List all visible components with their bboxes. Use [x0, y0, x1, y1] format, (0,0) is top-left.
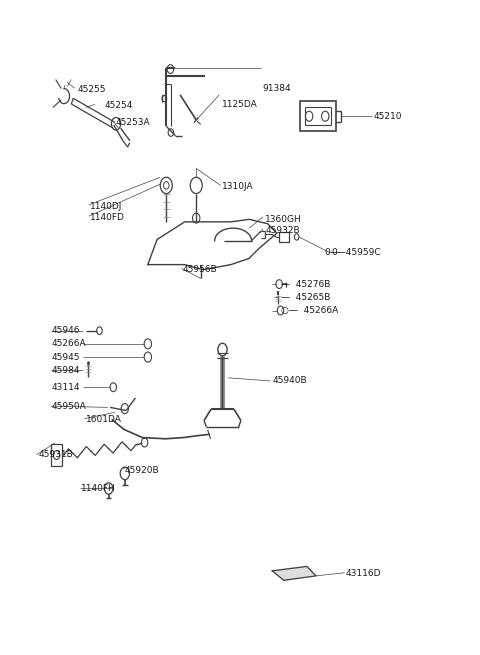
Text: 1310JA: 1310JA — [222, 182, 253, 191]
Text: —  45265B: — 45265B — [281, 293, 331, 302]
Text: 45932B: 45932B — [265, 226, 300, 235]
Text: 45940B: 45940B — [272, 377, 307, 385]
Text: 1140FH: 1140FH — [81, 484, 116, 493]
Text: 1601DA: 1601DA — [85, 415, 121, 424]
Text: 45984: 45984 — [52, 365, 81, 375]
Text: 43116D: 43116D — [346, 569, 382, 578]
Text: 45931B: 45931B — [38, 450, 73, 459]
Text: 45946: 45946 — [52, 326, 81, 335]
Text: 0—45959C: 0—45959C — [331, 248, 381, 257]
Text: 43114: 43114 — [52, 383, 81, 392]
Polygon shape — [272, 567, 316, 580]
Text: 45266A: 45266A — [52, 339, 86, 348]
Text: 1140DJ: 1140DJ — [90, 202, 122, 211]
Text: 45210: 45210 — [373, 113, 402, 121]
Text: 1360GH: 1360GH — [265, 215, 302, 224]
Text: 1125DA: 1125DA — [222, 100, 257, 109]
Text: 45254: 45254 — [104, 101, 132, 110]
Text: 45255: 45255 — [78, 85, 106, 94]
Text: 45253A: 45253A — [116, 118, 150, 127]
Text: 45945: 45945 — [52, 352, 81, 362]
Text: 91384: 91384 — [262, 84, 291, 93]
Text: 45920B: 45920B — [125, 466, 159, 476]
Text: ○—  45266A: ○— 45266A — [281, 306, 339, 315]
Text: —  45276B: — 45276B — [281, 280, 331, 289]
Text: 1140FD: 1140FD — [90, 213, 125, 222]
Text: 45950A: 45950A — [52, 402, 87, 411]
Text: 45956B: 45956B — [182, 265, 217, 274]
Text: 0—: 0— — [324, 248, 339, 257]
